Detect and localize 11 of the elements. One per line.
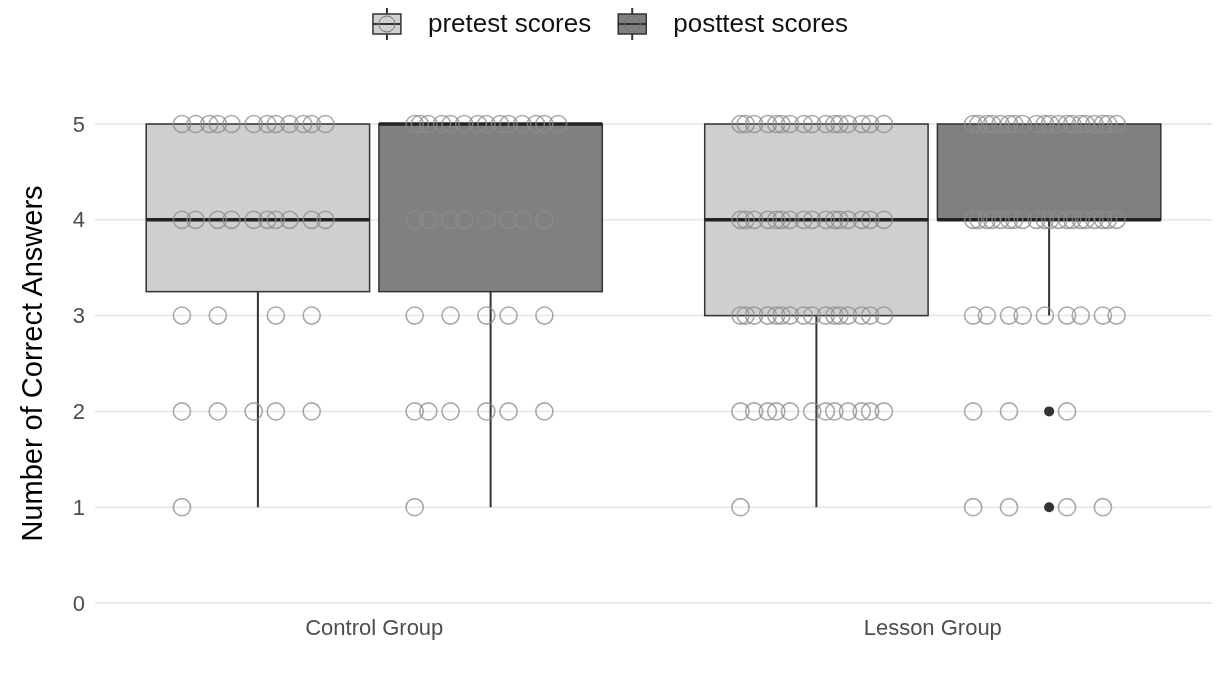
x-tick-label: Control Group	[305, 614, 444, 640]
y-axis-title: Number of Correct Answers	[16, 185, 48, 542]
legend-label: pretest scores	[427, 8, 592, 38]
y-tick-label: 0	[72, 590, 85, 616]
y-tick-label: 1	[72, 494, 85, 520]
legend-label: posttest scores	[673, 8, 849, 38]
y-tick-label: 5	[72, 111, 85, 137]
x-tick-label: Lesson Group	[863, 614, 1002, 640]
y-tick-label: 3	[72, 303, 85, 329]
y-tick-label: 2	[72, 398, 85, 424]
y-tick-label: 4	[72, 207, 85, 233]
